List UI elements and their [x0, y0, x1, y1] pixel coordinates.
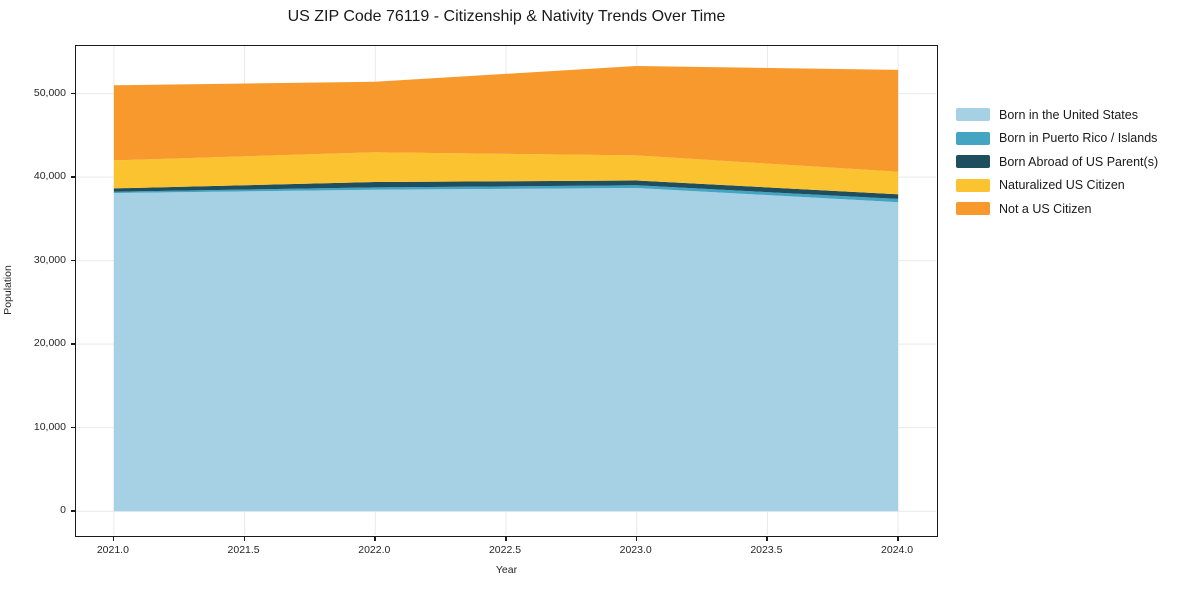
x-tick-label: 2021.0	[96, 544, 129, 556]
legend-item: Naturalized US Citizen	[956, 174, 1158, 198]
x-tick-label: 2022.0	[358, 544, 391, 556]
legend-item: Born Abroad of US Parent(s)	[956, 150, 1158, 174]
x-tick-mark	[897, 537, 899, 541]
plot-area	[75, 45, 938, 537]
y-tick-label: 40,000	[33, 170, 66, 183]
y-axis-title: Population	[2, 265, 14, 315]
x-tick-mark	[766, 537, 768, 541]
y-tick-mark	[71, 176, 75, 178]
x-axis-title: Year	[495, 564, 518, 576]
x-tick-mark	[505, 537, 507, 541]
legend-swatch	[956, 178, 990, 192]
y-tick-mark	[71, 510, 75, 512]
legend-swatch	[956, 108, 990, 122]
area-series	[113, 185, 899, 203]
x-tick-label: 2023.5	[750, 544, 783, 556]
y-tick-label: 30,000	[33, 253, 66, 266]
area-series	[113, 180, 899, 199]
x-tick-mark	[635, 537, 638, 541]
x-tick-mark	[243, 537, 246, 541]
chart-title: US ZIP Code 76119 - Citizenship & Nativi…	[287, 8, 726, 25]
y-tick-mark	[71, 92, 75, 95]
legend-label: Born Abroad of US Parent(s)	[999, 154, 1159, 169]
legend-item: Born in the United States	[956, 103, 1158, 127]
x-tick-mark	[374, 537, 376, 541]
legend-item: Not a US Citizen	[956, 197, 1158, 221]
y-tick-mark	[71, 343, 75, 345]
legend-label: Not a US Citizen	[999, 201, 1092, 216]
area-series	[113, 152, 899, 195]
y-tick-label: 50,000	[33, 86, 66, 99]
area-series	[113, 188, 899, 512]
y-tick-mark	[71, 426, 75, 429]
stacked-area-canvas	[76, 46, 936, 535]
x-tick-label: 2021.5	[227, 544, 260, 556]
y-tick-mark	[71, 259, 75, 262]
legend-swatch	[956, 155, 990, 169]
legend-label: Born in the United States	[999, 107, 1138, 122]
x-tick-label: 2023.0	[619, 544, 652, 556]
y-tick-label: 10,000	[33, 420, 66, 433]
x-tick-mark	[112, 537, 115, 541]
legend-swatch	[956, 202, 990, 216]
legend-swatch	[956, 131, 990, 145]
legend-label: Naturalized US Citizen	[999, 178, 1125, 193]
legend: Born in the United States Born in Puerto …	[956, 103, 1158, 221]
legend-label: Born in Puerto Rico / Islands	[999, 131, 1158, 146]
area-series	[113, 66, 899, 172]
y-tick-label: 0	[60, 504, 66, 517]
y-tick-label: 20,000	[33, 337, 66, 350]
legend-item: Born in Puerto Rico / Islands	[956, 127, 1158, 151]
x-tick-label: 2022.5	[488, 544, 522, 556]
x-tick-label: 2024.0	[881, 544, 914, 556]
